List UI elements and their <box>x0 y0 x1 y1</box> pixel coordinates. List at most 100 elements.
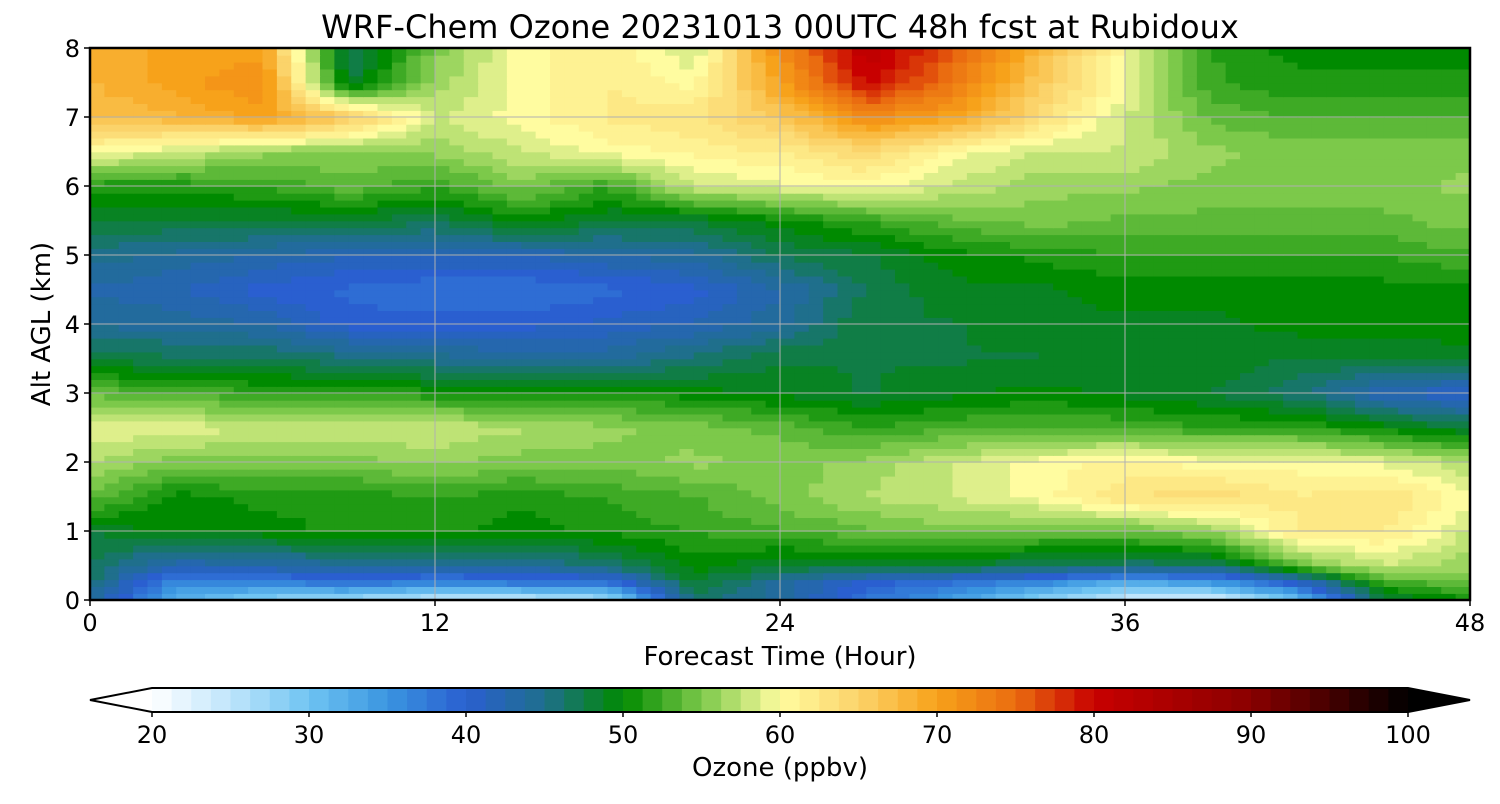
heatmap-cell <box>406 393 421 401</box>
heatmap-cell <box>794 352 809 360</box>
heatmap-cell <box>852 393 867 401</box>
heatmap-cell <box>1269 421 1284 429</box>
heatmap-cell <box>1226 310 1241 318</box>
heatmap-cell <box>1211 310 1226 318</box>
heatmap-cell <box>766 262 781 270</box>
heatmap-cell <box>780 400 795 408</box>
heatmap-cell <box>378 276 393 284</box>
heatmap-cell <box>148 283 163 291</box>
heatmap-cell <box>651 421 666 429</box>
heatmap-cell <box>349 469 364 477</box>
heatmap-cell <box>708 559 723 567</box>
heatmap-cell <box>967 421 982 429</box>
heatmap-cell <box>1096 290 1111 298</box>
heatmap-cell <box>1010 434 1025 442</box>
heatmap-cell <box>550 469 565 477</box>
heatmap-cell <box>1154 276 1169 284</box>
heatmap-cell <box>636 476 651 484</box>
heatmap-cell <box>751 400 766 408</box>
heatmap-cell <box>809 559 824 567</box>
heatmap-cell <box>866 372 881 380</box>
heatmap-cell <box>766 283 781 291</box>
heatmap-cell <box>1053 379 1068 387</box>
heatmap-cell <box>536 545 551 553</box>
heatmap-cell <box>464 372 479 380</box>
heatmap-cell <box>219 428 234 436</box>
heatmap-cell <box>1398 400 1413 408</box>
heatmap-cell <box>866 441 881 449</box>
heatmap-cell <box>723 497 738 505</box>
heatmap-cell <box>1456 586 1471 594</box>
heatmap-cell <box>104 490 119 498</box>
heatmap-cell <box>1254 428 1269 436</box>
heatmap-cell <box>622 393 637 401</box>
heatmap-cell <box>665 469 680 477</box>
heatmap-cell <box>723 566 738 574</box>
heatmap-cell <box>536 428 551 436</box>
heatmap-cell <box>1039 393 1054 401</box>
heatmap-cell <box>636 331 651 339</box>
heatmap-cell <box>1139 538 1154 546</box>
heatmap-cell <box>751 359 766 367</box>
heatmap-cell <box>665 393 680 401</box>
heatmap-cell <box>1298 434 1313 442</box>
heatmap-cell <box>1456 531 1471 539</box>
heatmap-cell <box>1283 372 1298 380</box>
heatmap-cell <box>133 441 148 449</box>
heatmap-cell <box>852 572 867 580</box>
heatmap-cell <box>464 497 479 505</box>
heatmap-cell <box>291 269 306 277</box>
heatmap-cell <box>564 372 579 380</box>
heatmap-cell <box>881 393 896 401</box>
heatmap-cell <box>1096 469 1111 477</box>
heatmap-cell <box>119 400 134 408</box>
heatmap-cell <box>148 531 163 539</box>
heatmap-cell <box>435 441 450 449</box>
heatmap-cell <box>751 296 766 304</box>
heatmap-cell <box>1154 365 1169 373</box>
heatmap-cell <box>679 400 694 408</box>
heatmap-cell <box>1456 497 1471 505</box>
heatmap-cell <box>1010 407 1025 415</box>
heatmap-cell <box>378 352 393 360</box>
heatmap-cell <box>679 586 694 594</box>
heatmap-cell <box>507 365 522 373</box>
heatmap-cell <box>1269 538 1284 546</box>
heatmap-cell <box>90 572 105 580</box>
heatmap-cell <box>823 269 838 277</box>
heatmap-cell <box>162 345 177 353</box>
heatmap-cell <box>1183 531 1198 539</box>
heatmap-cell <box>1111 483 1126 491</box>
heatmap-cell <box>406 586 421 594</box>
heatmap-cell <box>838 579 853 587</box>
heatmap-cell <box>1226 303 1241 311</box>
heatmap-cell <box>521 510 536 518</box>
heatmap-cell <box>521 441 536 449</box>
heatmap-cell <box>148 559 163 567</box>
heatmap-cell <box>909 545 924 553</box>
heatmap-cell <box>809 552 824 560</box>
heatmap-cell <box>263 559 278 567</box>
heatmap-cell <box>622 421 637 429</box>
heatmap-cell <box>435 586 450 594</box>
heatmap-cell <box>708 393 723 401</box>
heatmap-cell <box>694 324 709 332</box>
heatmap-cell <box>636 352 651 360</box>
heatmap-cell <box>1125 448 1140 456</box>
heatmap-cell <box>406 359 421 367</box>
heatmap-cell <box>679 393 694 401</box>
heatmap-cell <box>1039 538 1054 546</box>
heatmap-cell <box>924 559 939 567</box>
heatmap-cell <box>349 414 364 422</box>
heatmap-cell <box>909 462 924 470</box>
heatmap-cell <box>90 531 105 539</box>
heatmap-cell <box>291 538 306 546</box>
heatmap-cell <box>665 552 680 560</box>
heatmap-cell <box>967 579 982 587</box>
heatmap-cell <box>895 276 910 284</box>
heatmap-cell <box>1111 345 1126 353</box>
heatmap-cell <box>205 269 220 277</box>
heatmap-cell <box>1427 510 1442 518</box>
heatmap-cell <box>1154 345 1169 353</box>
heatmap-cell <box>622 262 637 270</box>
